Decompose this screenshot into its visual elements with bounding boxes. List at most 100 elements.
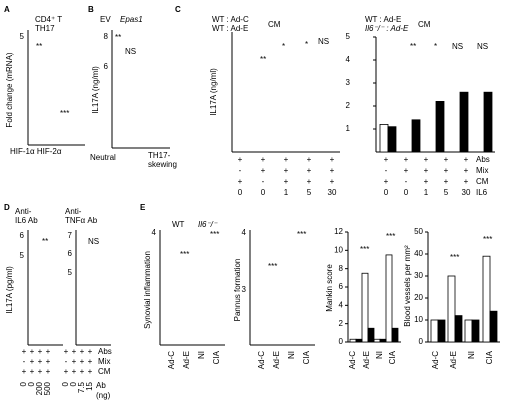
condition-cell: 5 [307, 188, 312, 197]
y-tick-label: 12 [334, 227, 343, 236]
y-tick-label: 5 [68, 268, 73, 277]
condition-cell: 1 [284, 188, 289, 197]
condition-cell: - [405, 177, 408, 186]
y-axis-label: Pannus formation [233, 259, 242, 322]
condition-cell: + [261, 166, 266, 175]
legend-text: TH17 [35, 24, 55, 33]
condition-cell: + [424, 166, 429, 175]
group-title: IL6 Ab [15, 216, 38, 225]
x-tick-label: Ad-C [431, 351, 440, 369]
legend-text: CM [268, 20, 281, 29]
condition-label: (ng) [96, 391, 111, 400]
bar [355, 338, 363, 343]
condition-label: Mix [98, 357, 110, 366]
condition-cell: 0 [261, 188, 266, 197]
condition-cell: 1 [424, 188, 429, 197]
group-title: TNFα Ab [65, 216, 98, 225]
condition-cell: + [424, 177, 429, 186]
x-tick-label: CIA [485, 350, 494, 364]
y-tick-label: 50 [414, 227, 423, 236]
significance: *** [180, 250, 189, 259]
y-axis-label: IL17A (ng/ml) [209, 68, 218, 116]
condition-cell: + [330, 155, 335, 164]
condition-label: IL6 [476, 188, 488, 197]
condition-cell: + [444, 155, 449, 164]
condition-cell: + [284, 166, 289, 175]
y-axis-label: IL17A (ng/ml) [91, 66, 100, 114]
x-tick-label: CIA [212, 350, 221, 364]
significance: NS [88, 237, 99, 246]
significance: ** [36, 42, 42, 51]
bar [379, 124, 389, 153]
condition-cell: - [385, 166, 388, 175]
significance: * [434, 42, 437, 51]
y-tick-label: 5 [20, 251, 25, 260]
y-tick-label: 6 [20, 231, 25, 240]
significance: ** [410, 42, 416, 51]
legend-text: EV [100, 15, 111, 24]
condition-cell: + [64, 347, 69, 356]
legend-text: WT : Ad-C [212, 15, 249, 24]
y-axis-label: Fold change (mRNA) [5, 52, 14, 127]
significance: ** [260, 55, 266, 64]
condition-cell: + [384, 177, 389, 186]
dose-label: 0 [27, 381, 36, 386]
legend-text: Il6⁻/⁻ : Ad-E [365, 24, 409, 33]
significance: NS [452, 42, 463, 51]
condition-cell: + [46, 347, 51, 356]
panel-label: E [140, 203, 146, 212]
significance: * [305, 40, 308, 49]
condition-cell: + [444, 177, 449, 186]
bar [373, 338, 381, 343]
significance: *** [60, 109, 69, 118]
y-tick-label: 0 [419, 337, 424, 346]
y-tick-label: 2 [339, 319, 344, 328]
dose-label: 200 [35, 381, 44, 395]
condition-cell: + [284, 177, 289, 186]
condition-label: Mix [476, 166, 488, 175]
y-axis-label: Synovial inflammation [143, 251, 152, 329]
bar [379, 338, 387, 343]
legend-text: CM [418, 20, 431, 29]
condition-cell: + [46, 357, 51, 366]
bar [437, 319, 446, 343]
dose-label: 0 [61, 381, 70, 386]
bar [454, 315, 463, 343]
bar [385, 254, 393, 343]
y-tick-label: 30 [414, 271, 423, 280]
x-tick-label: HIF-1α HIF-2α [10, 147, 62, 156]
condition-cell: + [38, 347, 43, 356]
condition-cell: + [307, 166, 312, 175]
condition-cell: 0 [238, 188, 243, 197]
legend-text: CD4⁺ T [35, 15, 62, 24]
y-tick-label: 3 [242, 285, 247, 294]
y-tick-label: 7 [68, 231, 73, 240]
condition-cell: + [80, 347, 85, 356]
bar [483, 91, 493, 153]
condition-cell: + [238, 155, 243, 164]
significance: *** [268, 262, 277, 271]
y-tick-label: 1 [346, 124, 351, 133]
y-tick-label: 3 [346, 78, 351, 87]
x-tick-label: TH17- [148, 151, 171, 160]
panel-label: A [4, 5, 10, 14]
significance: *** [483, 235, 492, 244]
significance: NS [318, 37, 329, 46]
y-tick-label: 6 [68, 249, 73, 258]
condition-cell: - [262, 177, 265, 186]
significance: * [282, 42, 285, 51]
condition-cell: - [23, 357, 26, 366]
condition-cell: + [30, 367, 35, 376]
group-title: Anti- [15, 207, 32, 216]
y-tick-label: 5 [346, 32, 351, 41]
condition-cell: + [22, 347, 27, 356]
condition-cell: + [88, 347, 93, 356]
condition-label: CM [98, 367, 111, 376]
condition-cell: + [330, 177, 335, 186]
condition-cell: + [307, 177, 312, 186]
condition-cell: + [307, 155, 312, 164]
y-tick-label: 4 [339, 300, 344, 309]
condition-cell: + [38, 357, 43, 366]
